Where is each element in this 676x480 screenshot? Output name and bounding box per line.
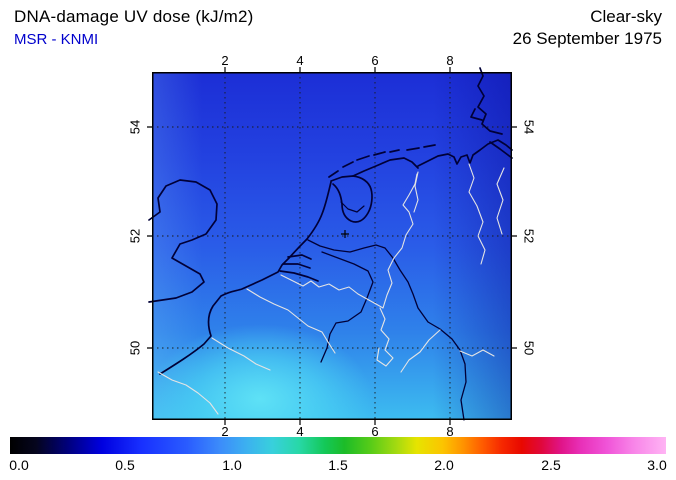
lon-tick-label-bottom: 8 xyxy=(446,424,454,439)
rivers-france xyxy=(157,337,271,415)
map-panel: 2 4 6 8 2 4 6 8 54 52 50 54 52 50 xyxy=(128,53,537,439)
coastline-delta-estuaries xyxy=(279,254,319,282)
axis-ticks xyxy=(147,67,517,425)
coastlines xyxy=(148,67,513,375)
station-marker-icon xyxy=(341,230,349,238)
coastline-north-frisia xyxy=(470,67,503,135)
lat-tick-label-right: 52 xyxy=(521,228,537,244)
colorbar-tick-label: 1.0 xyxy=(222,457,242,473)
coastline-friesland-groningen xyxy=(352,157,419,177)
lat-tick-label-left: 54 xyxy=(127,119,143,135)
border-france-belgium xyxy=(246,288,336,354)
colorbar-tick-label: 2.5 xyxy=(541,457,561,473)
page-title: DNA-damage UV dose (kJ/m2) xyxy=(14,7,254,26)
lon-tick-label-bottom: 2 xyxy=(221,424,229,439)
lon-tick-label-top: 4 xyxy=(296,53,304,68)
lat-tick-label-left: 50 xyxy=(127,340,143,356)
colorbar-tick-label: 0.5 xyxy=(115,457,135,473)
coastline-flevoland xyxy=(340,201,365,213)
graticule xyxy=(152,72,512,420)
lon-tick-label-bottom: 6 xyxy=(371,424,379,439)
rivers-germany xyxy=(400,163,505,373)
coastline-afsluitdijk-ijsselmeer xyxy=(330,175,373,223)
map-frame xyxy=(152,72,512,420)
lat-tick-label-right: 54 xyxy=(521,119,537,135)
colorbar-tick-label: 2.0 xyxy=(434,457,454,473)
borders xyxy=(157,163,505,415)
colorbar-tick-label: 1.5 xyxy=(328,457,348,473)
graticule-parallels xyxy=(152,126,512,349)
colorbar-tick-label: 0.0 xyxy=(9,457,29,473)
colorbar: 0.0 0.5 1.0 1.5 2.0 2.5 3.0 xyxy=(9,437,667,473)
date-label: 26 September 1975 xyxy=(512,29,662,48)
lon-tick-label-top: 2 xyxy=(221,53,229,68)
lon-tick-label-bottom: 4 xyxy=(296,424,304,439)
rivers-dark xyxy=(307,239,467,421)
coastline-german-bight xyxy=(417,139,513,167)
uv-field xyxy=(152,72,512,420)
map-overlay xyxy=(147,67,517,425)
lon-tick-label-top: 6 xyxy=(371,53,379,68)
source-label: MSR - KNMI xyxy=(14,31,99,48)
border-belgium-germany-luxembourg xyxy=(376,307,394,367)
lat-tick-label-left: 52 xyxy=(127,228,143,244)
graticule-meridians xyxy=(224,72,451,420)
lat-tick-label-right: 50 xyxy=(521,340,537,356)
coastline-continent xyxy=(159,181,332,375)
coastline-wadden-islands xyxy=(328,144,436,178)
lon-tick-label-top: 8 xyxy=(446,53,454,68)
river-rhine xyxy=(307,239,467,421)
colorbar-gradient xyxy=(10,437,666,454)
condition-label: Clear-sky xyxy=(590,7,662,26)
colorbar-tick-label: 3.0 xyxy=(647,457,667,473)
river-meuse xyxy=(320,251,374,363)
coastline-elbe-estuary xyxy=(489,141,513,159)
coastline-england xyxy=(148,179,218,303)
border-belgium-netherlands xyxy=(280,274,377,305)
border-netherlands-germany xyxy=(375,173,418,309)
